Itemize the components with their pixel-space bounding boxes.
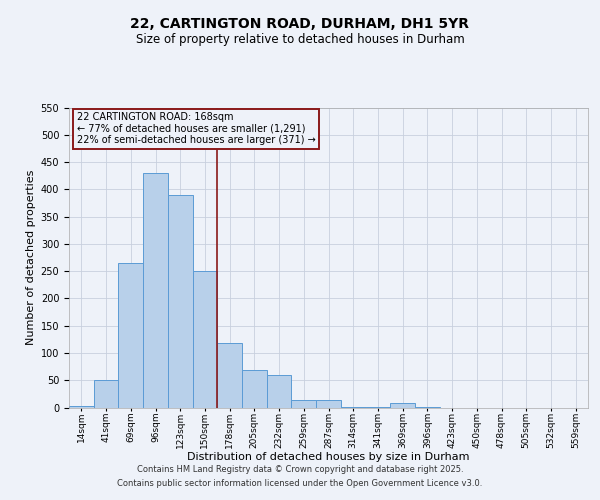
Bar (292, 400, 316, 407)
Bar (341, 407, 365, 408)
Bar (415, 407, 440, 408)
Text: Contains public sector information licensed under the Open Government Licence v3: Contains public sector information licen… (118, 478, 482, 488)
Text: 22, CARTINGTON ROAD, DURHAM, DH1 5YR: 22, CARTINGTON ROAD, DURHAM, DH1 5YR (131, 18, 470, 32)
Bar (365, 407, 390, 408)
Y-axis label: Number of detached properties: Number of detached properties (26, 170, 37, 345)
Bar (316, 400, 341, 407)
Bar (168, 195, 193, 408)
Bar (69, 406, 94, 408)
X-axis label: Distribution of detached houses by size in Durham: Distribution of detached houses by size … (187, 452, 470, 462)
Bar (193, 271, 217, 407)
Text: Contains HM Land Registry data © Crown copyright and database right 2025.: Contains HM Land Registry data © Crown c… (137, 465, 463, 474)
Bar (143, 173, 168, 408)
Bar (267, 375, 292, 408)
Bar (94, 380, 118, 407)
Bar (242, 370, 267, 408)
Text: 22 CARTINGTON ROAD: 168sqm
← 77% of detached houses are smaller (1,291)
22% of s: 22 CARTINGTON ROAD: 168sqm ← 77% of deta… (77, 112, 316, 145)
Bar (118, 263, 143, 408)
Bar (390, 403, 415, 407)
Bar (217, 343, 242, 407)
Text: Size of property relative to detached houses in Durham: Size of property relative to detached ho… (136, 32, 464, 46)
